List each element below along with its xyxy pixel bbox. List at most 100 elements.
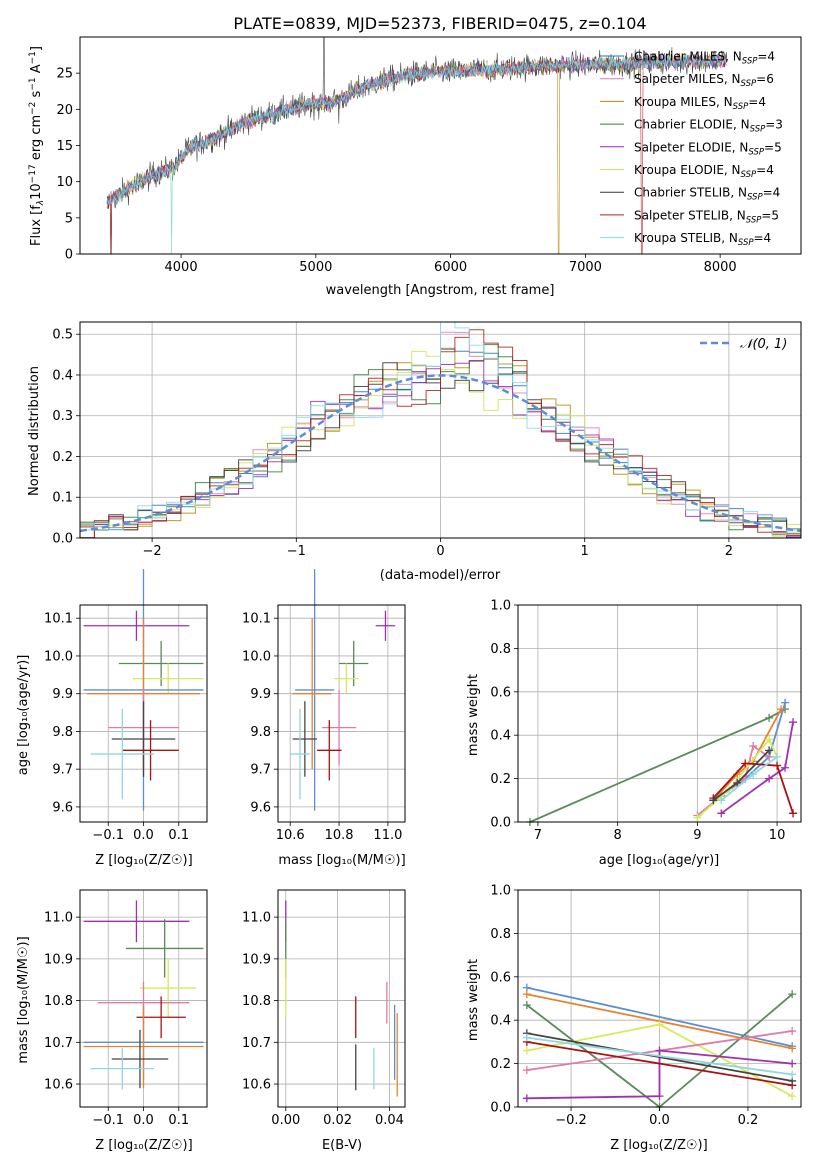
weight-line-orange xyxy=(712,708,782,801)
y-tick-label: 10.6 xyxy=(242,1078,271,1093)
weight-marker xyxy=(765,713,774,722)
y-tick-label: 0.2 xyxy=(490,772,511,787)
y-tick-label: 9.7 xyxy=(52,763,73,778)
age-z-ylabel: age [log₁₀(age/yr)] xyxy=(16,655,31,776)
legend-entry: Chabrier MILES, NSSP=4 xyxy=(634,50,775,67)
residual-histogram-panel: −2 −1 0 1 2 0.0 0.1 0.2 0.3 0.4 0.5 (data-model)/e… xyxy=(27,321,802,583)
y-tick-label: 10.8 xyxy=(242,994,271,1009)
weight-marker xyxy=(789,718,798,727)
x-tick-label: 0.0 xyxy=(649,1113,670,1128)
mass-vs-z-panel: −0.1 0.0 0.1 10.6 10.7 10.8 10.9 11.0 Z [log₁₀(… xyxy=(16,889,208,1153)
y-tick-label: 11.0 xyxy=(242,911,271,926)
x-tick-label: 7000 xyxy=(569,260,602,275)
weight-marker xyxy=(522,1001,531,1010)
y-tick-label: 9.6 xyxy=(52,800,73,815)
x-tick-label: 9 xyxy=(693,828,701,843)
weight-marker xyxy=(765,774,774,783)
y-tick-label: 11.0 xyxy=(44,911,73,926)
legend-entry: Salpeter STELIB, NSSP=5 xyxy=(634,208,779,225)
x-tick-label: −0.2 xyxy=(555,1113,587,1128)
y-tick-label: 1.0 xyxy=(490,884,511,899)
weight-marker xyxy=(765,735,774,744)
weight-marker xyxy=(788,1092,797,1101)
legend-entry: Kroupa MILES, NSSP=4 xyxy=(634,95,766,112)
weight-marker xyxy=(522,990,531,999)
legend-entry: Salpeter MILES, NSSP=6 xyxy=(634,72,774,89)
y-tick-label: 0.0 xyxy=(490,816,511,831)
y-tick-label: 0.0 xyxy=(52,532,73,547)
y-tick-label: 1.0 xyxy=(490,599,511,614)
weight-marker xyxy=(789,809,798,818)
legend-entry: Chabrier STELIB, NSSP=4 xyxy=(634,186,780,203)
axes-frame xyxy=(277,889,406,1108)
age-vs-z-panel: −0.1 0.0 0.1 9.6 9.7 9.8 9.9 10.0 10.1 Z [log₁₀(… xyxy=(16,569,208,868)
y-tick-label: 10.6 xyxy=(44,1078,73,1093)
x-tick-label: 1 xyxy=(581,544,589,559)
y-tick-label: 0.5 xyxy=(52,328,73,343)
y-tick-label: 0.4 xyxy=(490,1014,511,1029)
y-tick-label: 0.8 xyxy=(490,642,511,657)
mass-vs-ebv-panel: 0.00 0.02 0.04 10.6 10.7 10.8 10.9 11.0 E(B-V) xyxy=(242,889,406,1153)
weight-marker xyxy=(788,1044,797,1053)
spectrum-ylabel: Flux [fλ10−17 erg cm−2 s−1 A−1] xyxy=(28,46,46,246)
y-tick-label: 0.3 xyxy=(52,409,73,424)
weight-line-purple xyxy=(526,1049,793,1100)
weight-marker xyxy=(788,990,797,999)
legend-entry: Salpeter ELODIE, NSSP=5 xyxy=(634,140,782,157)
spectrum-legend: Chabrier MILES, NSSP=4 Salpeter MILES, NS… xyxy=(600,50,783,248)
x-tick-label: 10.6 xyxy=(276,828,305,843)
y-tick-label: 5 xyxy=(65,211,73,226)
histogram-ylabel: Normed distribution xyxy=(27,366,42,496)
weight-marker xyxy=(781,763,790,772)
y-tick-label: 0.6 xyxy=(490,685,511,700)
axes-frame xyxy=(79,604,208,823)
weight-line-blue xyxy=(526,986,793,1048)
y-tick-label: 0.6 xyxy=(490,970,511,985)
axes-frame xyxy=(79,889,208,1108)
y-tick-label: 9.9 xyxy=(52,687,73,702)
legend-entry: Kroupa ELODIE, NSSP=4 xyxy=(634,163,774,180)
spectrum-line-8 xyxy=(106,52,727,254)
y-tick-label: 9.7 xyxy=(250,763,271,778)
y-tick-label: 0.2 xyxy=(52,450,73,465)
histogram-xlabel: (data-model)/error xyxy=(380,568,501,583)
age-mass-xlabel: mass [log₁₀(M/M☉)] xyxy=(278,853,405,868)
weight-marker xyxy=(717,809,726,818)
weight-marker xyxy=(522,1033,531,1042)
x-tick-label: −1 xyxy=(287,544,306,559)
y-tick-label: 20 xyxy=(56,103,73,118)
figure-title: PLATE=0839, MJD=52373, FIBERID=0475, z=0… xyxy=(233,14,646,33)
weight-marker xyxy=(788,1070,797,1079)
x-tick-label: 0.04 xyxy=(375,1113,404,1128)
weight-line-red xyxy=(526,1041,793,1087)
axes-frame xyxy=(517,604,802,823)
y-tick-label: 9.8 xyxy=(250,725,271,740)
y-tick-label: 0 xyxy=(65,248,73,263)
mass-weight-vs-age-panel: 7 8 9 10 0.0 0.2 0.4 0.6 0.8 1.0 age [log₁₀(age/y… xyxy=(466,599,802,868)
y-tick-label: 9.9 xyxy=(250,687,271,702)
y-tick-label: 15 xyxy=(56,139,73,154)
weight-marker xyxy=(717,796,726,805)
x-tick-label: 0.02 xyxy=(323,1113,352,1128)
y-tick-label: 0.4 xyxy=(52,368,73,383)
weight-line-purple xyxy=(720,722,794,815)
spectrum-line-7 xyxy=(106,53,727,254)
weight-marker xyxy=(522,1066,531,1075)
legend-entry: Chabrier ELODIE, NSSP=3 xyxy=(634,118,783,135)
legend-entry: Kroupa STELIB, NSSP=4 xyxy=(634,231,771,248)
x-tick-label: 7 xyxy=(534,828,542,843)
spectrum-xlabel: wavelength [Angstrom, rest frame] xyxy=(326,283,555,298)
y-tick-label: 10 xyxy=(56,175,73,190)
x-tick-label: 0.1 xyxy=(168,1113,189,1128)
weight-marker xyxy=(693,813,702,822)
axes-frame xyxy=(277,604,406,823)
weight-marker xyxy=(773,752,782,761)
axes-frame xyxy=(517,889,802,1108)
x-tick-label: 6000 xyxy=(434,260,467,275)
y-tick-label: 10.1 xyxy=(242,612,271,627)
x-tick-label: −0.1 xyxy=(92,1113,124,1128)
x-tick-label: 0.2 xyxy=(738,1113,759,1128)
weight-marker xyxy=(788,1059,797,1068)
x-tick-label: 10 xyxy=(769,828,786,843)
y-tick-label: 0.0 xyxy=(490,1101,511,1116)
